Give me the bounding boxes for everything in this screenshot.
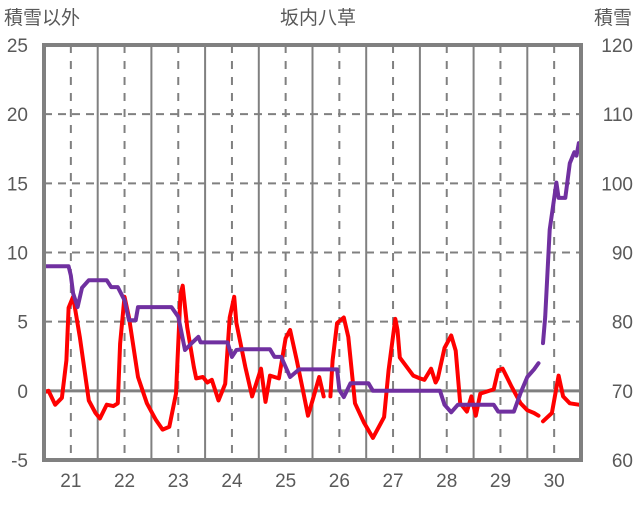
x-tick-label: 25: [275, 471, 296, 492]
right-tick-label: 100: [601, 174, 633, 195]
right-tick-label: 80: [612, 313, 633, 334]
right-tick-label: 110: [603, 105, 633, 126]
non-snow-line: [328, 315, 541, 440]
x-tick-label: 29: [490, 471, 511, 492]
x-tick-label: 24: [221, 471, 243, 492]
right-tick-label: 120: [601, 36, 633, 57]
x-tick-label: 26: [329, 471, 350, 492]
x-tick-label: 30: [544, 471, 565, 492]
left-tick-label: 10: [7, 244, 28, 265]
left-axis-label: 積雪以外: [4, 7, 80, 29]
chart-title: 坂内八草: [280, 7, 356, 29]
snow-depth-line: [541, 141, 581, 346]
left-tick-label: 25: [7, 36, 28, 57]
snow-depth-line: [42, 264, 541, 415]
left-tick-label: 20: [7, 105, 28, 126]
x-tick-label: 22: [114, 471, 135, 492]
left-tick-label: 15: [7, 174, 28, 195]
plot-frame: [42, 43, 583, 462]
right-tick-label: 60: [612, 451, 633, 472]
right-axis-label: 積雪: [594, 7, 632, 29]
non-snow-line: [42, 283, 326, 432]
left-tick-label: -5: [11, 451, 28, 472]
right-tick-label: 70: [612, 382, 633, 403]
x-tick-label: 27: [382, 471, 403, 492]
x-tick-label: 23: [168, 471, 189, 492]
left-tick-label: 0: [17, 382, 28, 403]
x-tick-label: 21: [60, 471, 81, 492]
non-snow-line: [541, 373, 581, 424]
left-tick-label: 5: [17, 313, 28, 334]
x-tick-label: 28: [436, 471, 457, 492]
right-tick-label: 90: [612, 244, 633, 265]
